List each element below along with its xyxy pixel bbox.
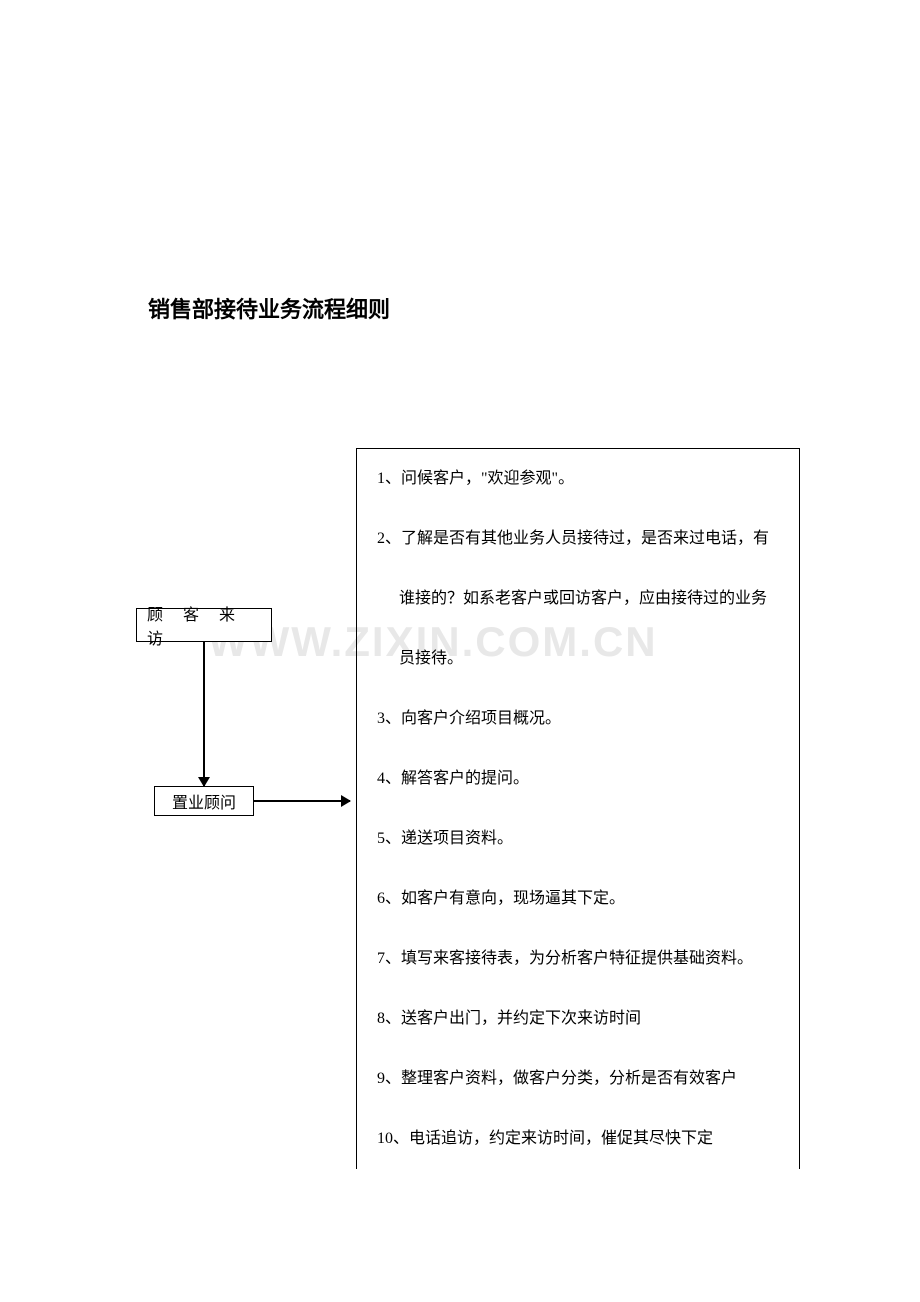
node-advisor-label: 置业顾问 [172, 789, 236, 813]
details-box: 1、问候客户，"欢迎参观"。 2、了解是否有其他业务人员接待过，是否来过电话，有… [356, 448, 800, 1169]
detail-item: 1、问候客户，"欢迎参观"。 [357, 449, 799, 509]
detail-item: 6、如客户有意向，现场逼其下定。 [357, 869, 799, 929]
detail-item: 10、电话追访，约定来访时间，催促其尽快下定 [357, 1109, 799, 1169]
detail-item: 员接待。 [357, 629, 799, 689]
arrow-right-icon [254, 800, 350, 802]
arrow-down-icon [203, 642, 205, 786]
detail-item: 9、整理客户资料，做客户分类，分析是否有效客户 [357, 1049, 799, 1109]
detail-item: 8、送客户出门，并约定下次来访时间 [357, 989, 799, 1049]
detail-item: 3、向客户介绍项目概况。 [357, 689, 799, 749]
document-title: 销售部接待业务流程细则 [148, 292, 390, 324]
detail-item: 2、了解是否有其他业务人员接待过，是否来过电话，有 [357, 509, 799, 569]
detail-item: 4、解答客户的提问。 [357, 749, 799, 809]
detail-item: 5、递送项目资料。 [357, 809, 799, 869]
flowchart-node-advisor: 置业顾问 [154, 786, 254, 816]
flowchart-node-visitor: 顾 客 来 访 [136, 608, 272, 642]
detail-item: 谁接的？如系老客户或回访客户，应由接待过的业务 [357, 569, 799, 629]
detail-item: 7、填写来客接待表，为分析客户特征提供基础资料。 [357, 929, 799, 989]
